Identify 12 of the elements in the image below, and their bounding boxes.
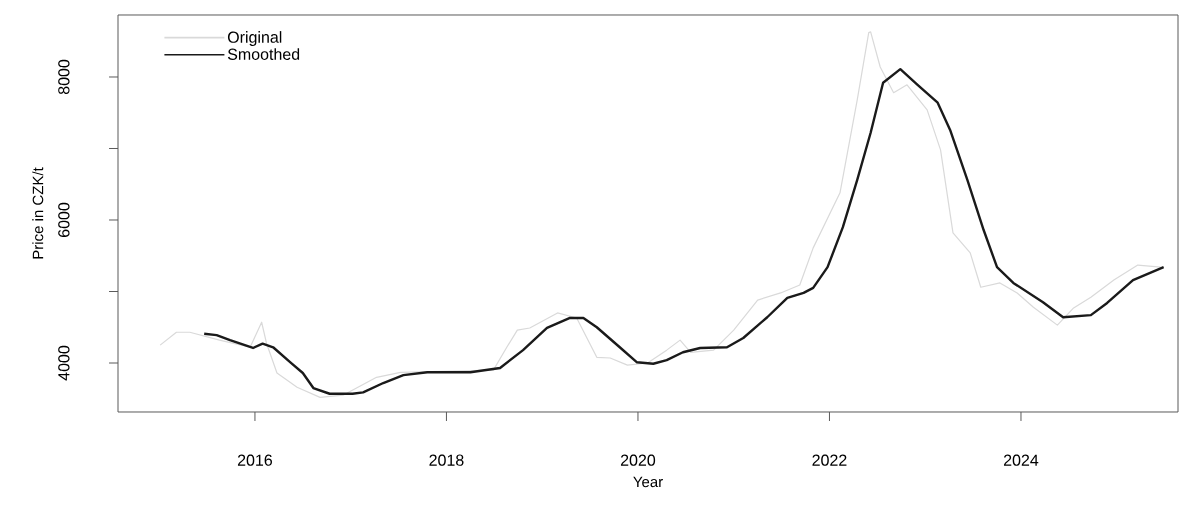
- x-tick-label: 2016: [237, 454, 273, 466]
- x-tick-label: 2022: [812, 454, 847, 466]
- y-tick-label: 4000: [58, 345, 70, 381]
- x-tick-label: 2024: [1003, 454, 1039, 466]
- x-tick-label: 2020: [620, 454, 656, 466]
- x-tick-label: 2018: [429, 454, 464, 466]
- y-tick-label: 6000: [58, 202, 70, 237]
- y-tick-label: 8000: [58, 59, 70, 95]
- x-axis-title: Year: [633, 476, 663, 488]
- legend-label: Original: [227, 31, 282, 47]
- legend-label: Smoothed: [227, 48, 300, 60]
- y-axis-title: Price in CZK/t: [32, 167, 44, 259]
